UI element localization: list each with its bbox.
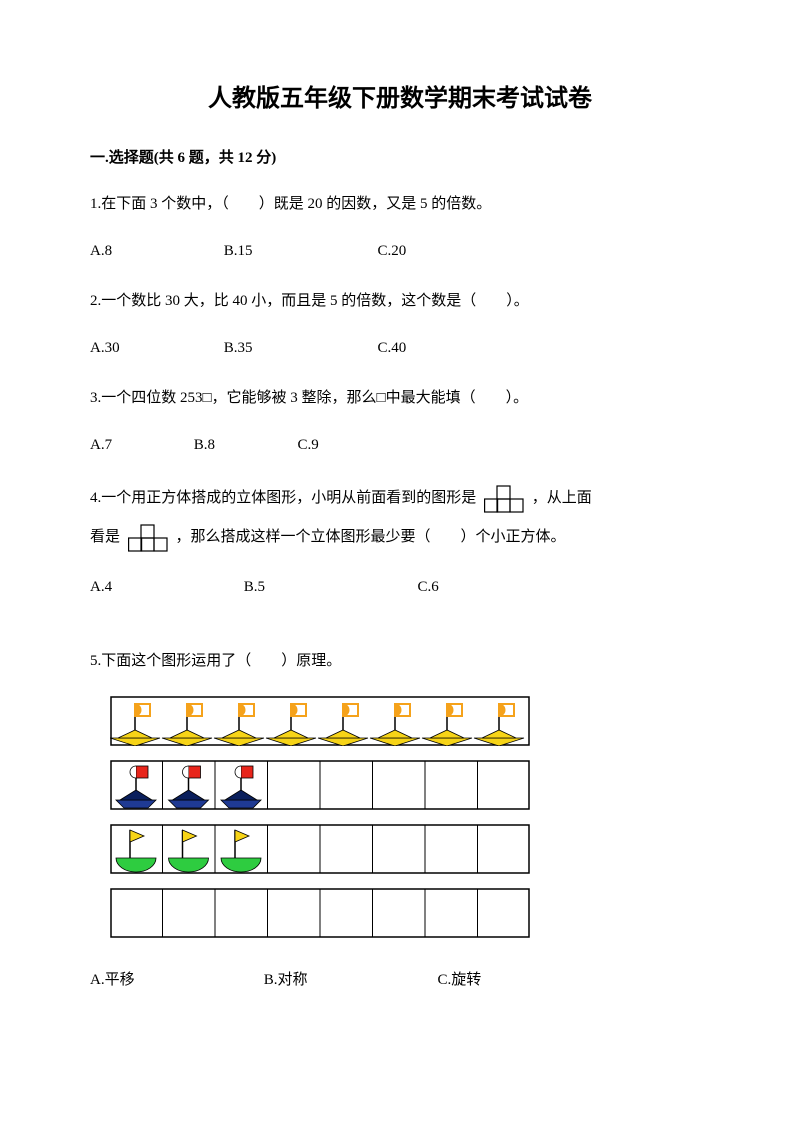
page-title: 人教版五年级下册数学期末考试试卷 — [90, 80, 710, 118]
q2-opt-c: C.40 — [378, 336, 407, 360]
q4-opt-c: C.6 — [418, 575, 439, 599]
q3-opt-b: B.8 — [194, 433, 294, 457]
q4-text-2: ，从上面 — [532, 490, 592, 506]
q2-opt-a: A.30 — [90, 336, 220, 360]
front-view-icon — [484, 485, 524, 513]
q4-opt-a: A.4 — [90, 575, 240, 599]
q3-options: A.7 B.8 C.9 — [90, 433, 710, 457]
pattern-row-4 — [110, 888, 530, 938]
q1-opt-b: B.15 — [224, 239, 374, 263]
q1-options: A.8 B.15 C.20 — [90, 239, 710, 263]
q5-opt-c: C.旋转 — [438, 968, 482, 992]
q4-options: A.4 B.5 C.6 — [90, 575, 710, 599]
pattern-row-2 — [110, 760, 530, 810]
q2-options: A.30 B.35 C.40 — [90, 336, 710, 360]
q4-text-3: 看是 — [90, 529, 120, 545]
question-5: 5.下面这个图形运用了（ ）原理。 — [90, 645, 710, 678]
question-3: 3.一个四位数 253□，它能够被 3 整除，那么□中最大能填（ ）。 — [90, 382, 710, 415]
question-1: 1.在下面 3 个数中，（ ）既是 20 的因数，又是 5 的倍数。 — [90, 188, 710, 221]
q4-text-4: ，那么搭成这样一个立体图形最少要（ ）个小正方体。 — [176, 529, 566, 545]
q5-opt-a: A.平移 — [90, 968, 260, 992]
q5-figure — [110, 696, 710, 938]
q5-options: A.平移 B.对称 C.旋转 — [90, 968, 710, 992]
q3-opt-c: C.9 — [298, 433, 319, 457]
q1-opt-c: C.20 — [378, 239, 407, 263]
q4-text-1: 4.一个用正方体搭成的立体图形，小明从前面看到的图形是 — [90, 490, 476, 506]
top-view-icon — [128, 524, 168, 552]
q5-opt-b: B.对称 — [264, 968, 434, 992]
section-header: 一.选择题(共 6 题，共 12 分) — [90, 146, 710, 170]
question-4: 4.一个用正方体搭成的立体图形，小明从前面看到的图形是 ，从上面 看是 ，那么搭… — [90, 479, 710, 557]
pattern-row-1 — [110, 696, 530, 746]
q3-opt-a: A.7 — [90, 433, 190, 457]
q1-opt-a: A.8 — [90, 239, 220, 263]
pattern-row-3 — [110, 824, 530, 874]
question-2: 2.一个数比 30 大，比 40 小，而且是 5 的倍数，这个数是（ ）。 — [90, 285, 710, 318]
q4-opt-b: B.5 — [244, 575, 414, 599]
q2-opt-b: B.35 — [224, 336, 374, 360]
